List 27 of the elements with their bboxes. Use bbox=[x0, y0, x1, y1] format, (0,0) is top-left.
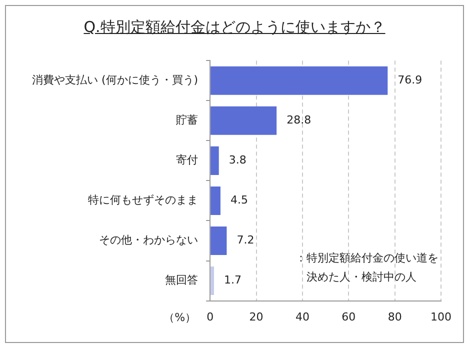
x-tick-label: 0 bbox=[206, 310, 214, 324]
bar bbox=[210, 66, 388, 95]
x-tick-label: 40 bbox=[295, 310, 310, 324]
data-label: 3.8 bbox=[228, 154, 246, 167]
data-label: 76.9 bbox=[398, 73, 422, 86]
x-tick-label: 80 bbox=[388, 310, 402, 324]
y-tick-label: 特に何もせずそのまま bbox=[88, 194, 198, 207]
y-tick-label: 無回答 bbox=[165, 274, 198, 287]
y-tick-label: 貯蓄 bbox=[176, 114, 198, 127]
data-label: 4.5 bbox=[230, 194, 248, 207]
bar bbox=[210, 106, 277, 135]
y-tick-label: 消費や支払い (何かに使う・買う) bbox=[32, 73, 198, 86]
x-tick-label: 100 bbox=[430, 310, 452, 324]
bar bbox=[210, 186, 220, 215]
x-axis-title: （%） bbox=[164, 311, 196, 324]
y-tick-label: その他・わからない bbox=[99, 234, 198, 247]
x-tick-label: 60 bbox=[342, 310, 356, 324]
bar bbox=[210, 226, 227, 256]
y-tick-label: 寄付 bbox=[176, 154, 198, 167]
chart-title: Q.特別定額給付金はどのように使いますか？ bbox=[84, 18, 386, 36]
x-tick-label: 20 bbox=[249, 310, 264, 324]
bar bbox=[210, 146, 219, 175]
data-label: 1.7 bbox=[224, 274, 242, 287]
bar bbox=[210, 266, 214, 296]
data-label: 7.2 bbox=[236, 234, 254, 247]
data-label: 28.8 bbox=[286, 114, 312, 127]
annotation: ：特別定額給付金の使い道を決めた人・検討中の人 bbox=[296, 252, 439, 284]
